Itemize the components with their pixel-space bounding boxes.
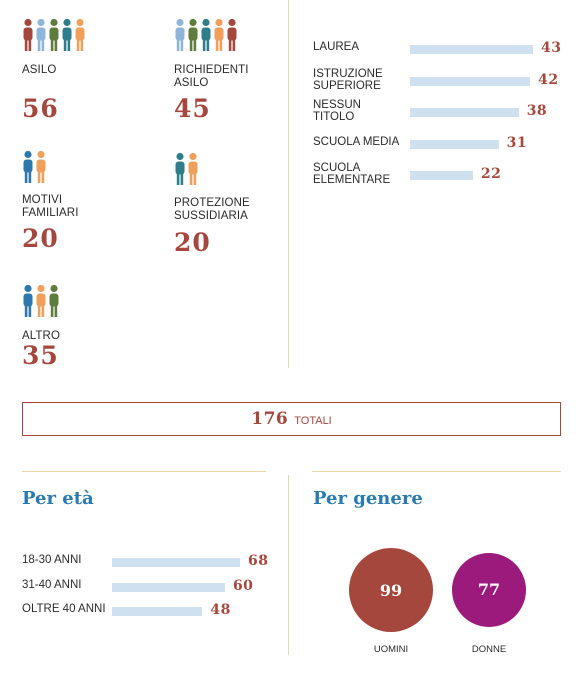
bar [410,108,519,117]
bar-label: OLTRE 40 ANNI [22,603,106,615]
bar [410,171,473,180]
person-icon [48,18,60,52]
person-icon [35,284,47,318]
bar-label: NESSUN TITOLO [313,99,361,123]
category-asilo-value: 56 [22,94,59,123]
totals-value: 176 [251,409,289,429]
gender-bubble: 99 [349,548,433,632]
gender-bubble: 77 [451,552,527,628]
person-icon [22,18,34,52]
totals-label: TOTALI [294,414,332,427]
bar-value: 38 [526,103,548,119]
category-asilo-label: ASILO [22,64,57,76]
category-motivi-familiari-label: MOTIVI FAMILIARI [22,194,79,219]
bottom-right-divider [312,471,561,472]
person-icon [187,152,199,186]
person-icon [226,18,238,52]
category-altro-value: 35 [22,341,59,370]
age-section-title: Per età [22,488,94,509]
gender-bubble-label: DONNE [471,644,507,655]
bar-label: LAUREA [313,41,360,53]
bar-value: 68 [248,553,269,569]
bar-value: 43 [541,40,562,56]
bar-label: SCUOLA ELEMENTARE [313,162,391,186]
person-icon [187,18,199,52]
person-icon [35,150,47,184]
bar [112,558,240,567]
bottom-left-divider [22,471,266,472]
category-protezione-sussidiaria-people-icons [174,152,199,186]
person-icon [213,18,225,52]
bar-label: 18-30 ANNI [22,554,82,566]
bar-value: 31 [506,134,528,151]
top-vertical-divider [288,0,289,368]
bar [410,139,499,149]
bar [410,45,533,54]
person-icon [35,18,47,52]
person-icon [174,152,186,186]
category-protezione-sussidiaria-label: PROTEZIONE SUSSIDIARIA [174,197,250,222]
bar [112,582,225,592]
bar-value: 48 [210,602,231,618]
bar-value: 42 [538,71,559,88]
person-icon [48,284,60,318]
gender-section-title: Per genere [313,488,423,509]
person-icon [22,284,34,318]
bar [410,76,531,86]
person-icon [74,18,86,52]
category-richiedenti-asilo-label: RICHIEDENTI ASILO [174,64,249,89]
category-asilo-people-icons [22,18,86,52]
totals-box: 176 TOTALI [22,402,561,436]
category-altro-label: ALTRO [22,330,60,342]
category-altro-people-icons [22,284,60,318]
bar-value: 60 [232,577,254,594]
person-icon [22,150,34,184]
category-motivi-familiari-value: 20 [22,224,59,253]
bar [112,607,203,616]
bar-label: ISTRUZIONE SUPERIORE [313,67,383,92]
person-icon [200,18,212,52]
bar-label: 31-40 ANNI [22,578,82,591]
category-protezione-sussidiaria-value: 20 [174,228,211,257]
gender-bubble-label: UOMINI [373,644,409,655]
person-icon [61,18,73,52]
category-richiedenti-asilo-people-icons [174,18,238,52]
bar-label: SCUOLA MEDIA [313,135,400,148]
person-icon [174,18,186,52]
bar-value: 22 [480,166,502,182]
bottom-vertical-divider [288,475,289,655]
category-motivi-familiari-people-icons [22,150,47,184]
category-richiedenti-asilo-value: 45 [174,94,211,123]
